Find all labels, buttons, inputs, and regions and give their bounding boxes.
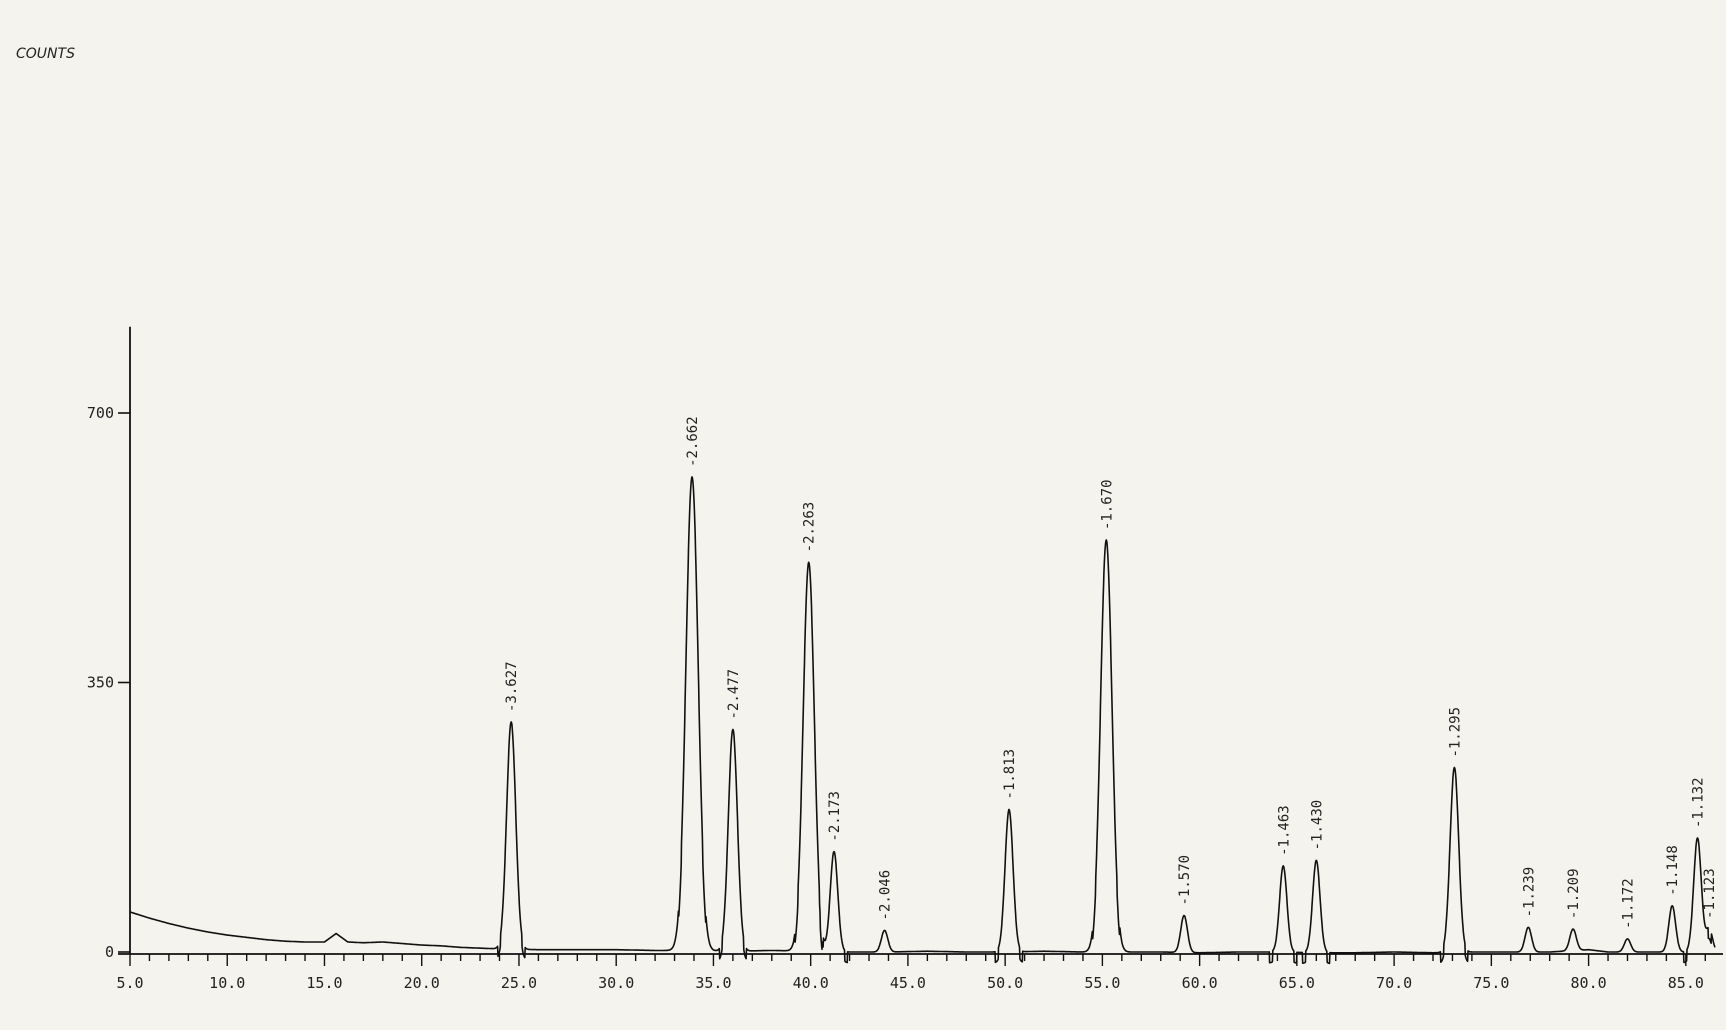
peak-label: -1.670 [1099,479,1115,530]
x-tick-label: 5.0 [116,974,143,992]
peak-label: -1.813 [1002,749,1018,800]
y-tick-label: 0 [105,943,114,961]
x-tick-label: 75.0 [1473,974,1509,992]
peak-labels: -3.627 -2.662 -2.477 -2.263 -2.173 -2.046 -1.8… [504,416,1718,940]
x-tick-label: 55.0 [1084,974,1120,992]
x-tick-label: 35.0 [695,974,731,992]
y-tick-label: 700 [87,404,114,422]
peak-label: -1.295 [1447,707,1463,758]
peak-label: -2.263 [802,502,818,553]
peak-label: -2.173 [827,791,843,842]
peak-label: -2.477 [726,669,742,720]
peak-label: -1.123 [1702,868,1718,919]
x-tick-label: 65.0 [1279,974,1315,992]
x-tick-label: 40.0 [793,974,829,992]
peak-label: -1.570 [1177,855,1193,906]
x-tick-label: 25.0 [501,974,537,992]
peak-label: -2.662 [685,416,701,467]
x-tick-label: 80.0 [1571,974,1607,992]
peak-label: -1.430 [1309,800,1325,851]
tick-labels: 5.0 10.0 15.0 20.0 25.0 30.0 35.0 40.0 45.0 50.0 5… [87,404,1704,992]
x-tick-label: 20.0 [404,974,440,992]
x-tick-label: 85.0 [1668,974,1704,992]
signal-trace [129,476,1716,965]
x-tick-label: 45.0 [890,974,926,992]
axes [118,326,1723,966]
peak-label: -1.148 [1665,845,1681,896]
signal-line [129,476,1716,965]
x-tick-label: 15.0 [306,974,342,992]
peak-label: -1.172 [1620,878,1636,929]
peak-label: -1.209 [1566,868,1582,919]
x-tick-label: 50.0 [987,974,1023,992]
peak-label: -1.463 [1276,805,1292,856]
peak-label: -1.132 [1690,777,1706,828]
peak-label: -2.046 [878,870,894,921]
peak-label: -1.239 [1521,867,1537,918]
y-axis-title: COUNTS [16,46,75,62]
peak-label: -3.627 [504,661,520,712]
x-tick-label: 60.0 [1182,974,1218,992]
y-tick-label: 350 [87,674,114,692]
x-tick-label: 30.0 [598,974,634,992]
x-tick-label: 70.0 [1376,974,1412,992]
x-tick-label: 10.0 [209,974,245,992]
